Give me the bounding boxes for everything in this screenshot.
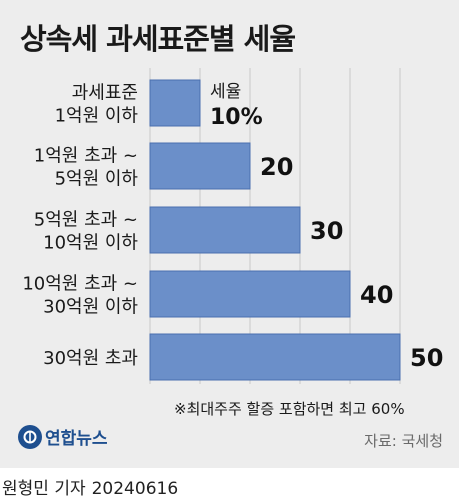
value-label: 20 bbox=[260, 153, 293, 181]
series-label: 세율 bbox=[210, 82, 241, 102]
category-label: 30억원 이하 bbox=[43, 297, 138, 318]
category-label: 5억원 이하 bbox=[55, 169, 139, 190]
bar bbox=[149, 206, 301, 254]
bar bbox=[149, 79, 201, 127]
bar bbox=[149, 333, 401, 381]
byline: 원형민 기자 20240616 bbox=[2, 474, 178, 499]
category-label: 5억원 초과 ~ bbox=[34, 210, 138, 231]
publisher-logo: 연합뉴스 bbox=[18, 424, 108, 449]
category-label: 10억원 이하 bbox=[43, 233, 138, 254]
value-label: 10% bbox=[210, 105, 263, 130]
yonhap-logo-icon bbox=[18, 424, 42, 449]
category-label: 30억원 초과 bbox=[43, 348, 138, 369]
infographic-panel: 상속세 과세표준별 세율 과세표준 1억원 이하 1억원 초과 ~5억원 이하 5억원… bbox=[0, 0, 459, 468]
footnote: ※최대주주 할증 포함하면 최고 60% bbox=[174, 400, 405, 418]
value-label: 30 bbox=[310, 217, 343, 245]
value-label: 50 bbox=[410, 344, 443, 372]
source-credit: 자료: 국세청 bbox=[364, 432, 443, 450]
category-label: 10억원 초과 ~ bbox=[22, 274, 138, 295]
category-label: 1억원 이하 bbox=[55, 106, 139, 127]
value-label: 40 bbox=[360, 281, 393, 309]
bars bbox=[149, 79, 401, 381]
chart-title: 상속세 과세표준별 세율 bbox=[20, 22, 296, 56]
bar bbox=[149, 270, 351, 318]
date: 20240616 bbox=[91, 479, 179, 499]
logo-name: 연합뉴스 bbox=[45, 429, 108, 449]
category-label: 과세표준 bbox=[72, 83, 138, 104]
value-labels: 세율 10% 20 30 40 50 bbox=[210, 82, 443, 372]
category-label: 1억원 초과 ~ bbox=[34, 146, 138, 167]
bar bbox=[149, 142, 251, 190]
author: 원형민 기자 bbox=[2, 479, 86, 499]
